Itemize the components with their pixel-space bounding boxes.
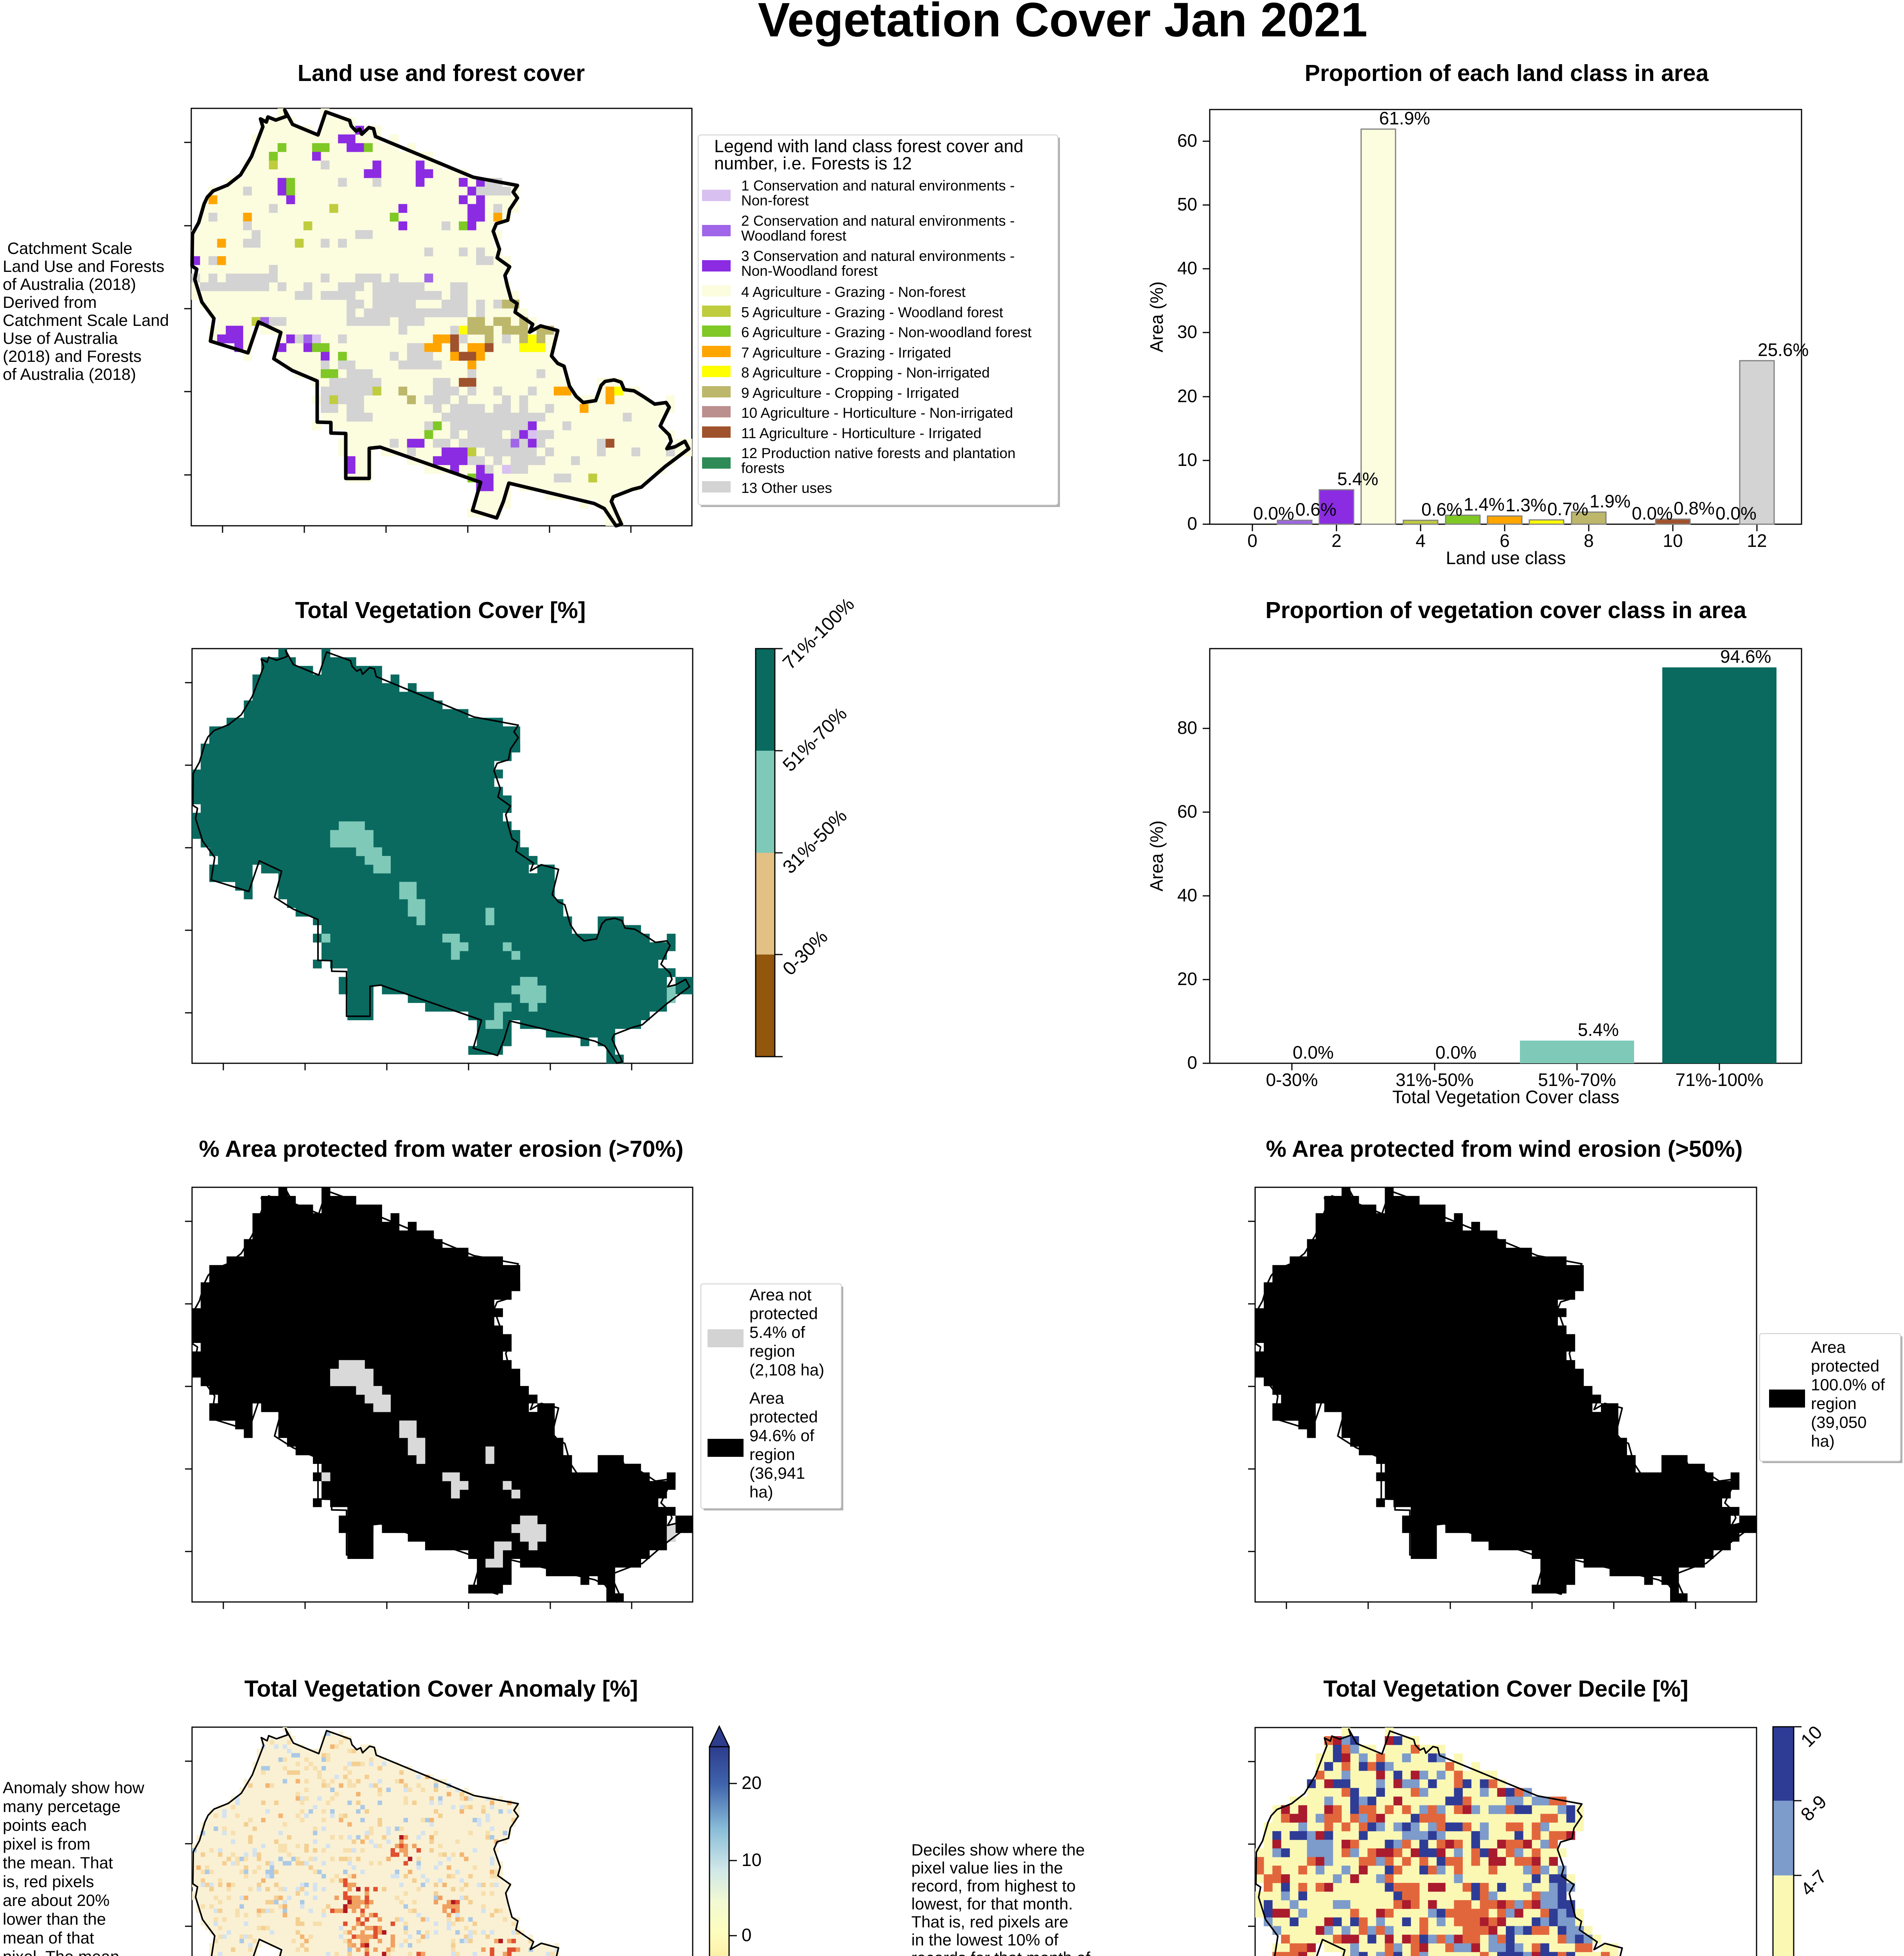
svg-text:1.3%: 1.3% [1505,495,1547,515]
svg-text:10: 10 [1663,530,1683,551]
svg-text:Area (%): Area (%) [1146,820,1167,891]
svg-text:60: 60 [1177,130,1197,151]
svg-text:0.7%: 0.7% [1547,499,1588,519]
svg-text:5.4%: 5.4% [1578,1019,1619,1040]
svg-text:4: 4 [1415,530,1426,551]
svg-text:0-30%: 0-30% [779,926,832,980]
svg-text:94.6%: 94.6% [1720,646,1771,667]
svg-text:4-7: 4-7 [1797,1866,1831,1900]
svg-text:30: 30 [1177,322,1197,342]
svg-text:0.0%: 0.0% [1715,503,1757,523]
svg-text:0: 0 [742,1925,752,1945]
svg-text:71%-100%: 71%-100% [779,594,859,674]
svg-text:0.0%: 0.0% [1632,503,1673,523]
svg-text:6: 6 [1500,530,1510,551]
svg-text:Area (%): Area (%) [1146,281,1167,352]
svg-text:51%-70%: 51%-70% [1538,1070,1616,1090]
svg-text:0.8%: 0.8% [1674,498,1715,518]
svg-text:0.0%: 0.0% [1253,503,1294,523]
svg-text:0.0%: 0.0% [1435,1042,1476,1062]
svg-text:8-9: 8-9 [1797,1791,1831,1825]
svg-text:20: 20 [1177,969,1197,989]
svg-text:25.6%: 25.6% [1758,340,1809,360]
svg-text:71%-100%: 71%-100% [1675,1070,1763,1090]
svg-text:1.4%: 1.4% [1464,494,1505,514]
svg-text:1.9%: 1.9% [1590,491,1631,511]
svg-text:61.9%: 61.9% [1379,108,1430,128]
svg-text:51%-70%: 51%-70% [779,703,851,776]
svg-text:40: 40 [1177,258,1197,278]
svg-text:8: 8 [1584,530,1594,551]
svg-text:50: 50 [1177,194,1197,214]
svg-text:0: 0 [1187,513,1197,534]
svg-text:0-30%: 0-30% [1266,1070,1318,1090]
svg-text:10: 10 [1177,449,1197,470]
svg-text:40: 40 [1177,885,1197,905]
svg-text:31%-50%: 31%-50% [779,805,851,878]
svg-text:20: 20 [742,1773,762,1793]
svg-text:60: 60 [1177,801,1197,822]
svg-text:12: 12 [1747,530,1767,551]
svg-text:20: 20 [1177,386,1197,406]
svg-text:Total Vegetation Cover class: Total Vegetation Cover class [1392,1087,1619,1107]
svg-text:0.6%: 0.6% [1421,499,1462,520]
svg-text:Land use class: Land use class [1446,548,1566,568]
svg-text:0: 0 [1247,530,1257,551]
svg-text:31%-50%: 31%-50% [1396,1070,1473,1090]
svg-text:5.4%: 5.4% [1337,469,1378,489]
svg-text:0.0%: 0.0% [1293,1042,1334,1062]
svg-text:10: 10 [742,1850,762,1870]
svg-text:0: 0 [1187,1052,1197,1073]
svg-text:2: 2 [1331,530,1342,551]
svg-text:0.6%: 0.6% [1295,499,1336,520]
svg-text:80: 80 [1177,717,1197,738]
